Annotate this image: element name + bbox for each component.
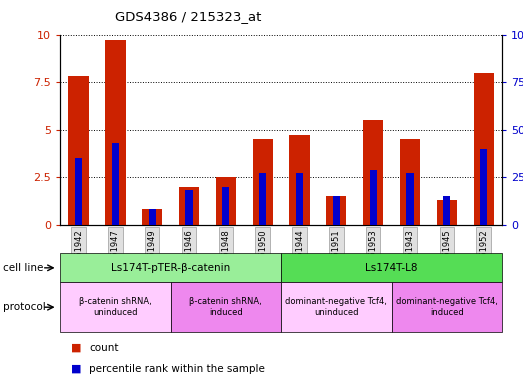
Text: β-catenin shRNA,
uninduced: β-catenin shRNA, uninduced: [79, 298, 152, 317]
Bar: [112, 143, 119, 225]
Bar: [142, 209, 162, 225]
Text: protocol: protocol: [3, 302, 46, 312]
Bar: [216, 177, 236, 225]
Bar: [105, 40, 126, 225]
Bar: [75, 158, 82, 225]
Text: ■: ■: [71, 343, 81, 353]
Bar: [406, 173, 414, 225]
Bar: [326, 196, 346, 225]
Bar: [149, 209, 156, 225]
Text: GDS4386 / 215323_at: GDS4386 / 215323_at: [115, 10, 262, 23]
Text: β-catenin shRNA,
induced: β-catenin shRNA, induced: [189, 298, 262, 317]
Text: Ls174T-pTER-β-catenin: Ls174T-pTER-β-catenin: [111, 263, 230, 273]
Bar: [370, 169, 377, 225]
Text: percentile rank within the sample: percentile rank within the sample: [89, 364, 265, 374]
Bar: [186, 190, 192, 225]
Bar: [333, 196, 340, 225]
Bar: [259, 173, 266, 225]
Text: count: count: [89, 343, 118, 353]
Text: cell line: cell line: [3, 263, 43, 273]
Bar: [400, 139, 420, 225]
Bar: [289, 135, 310, 225]
Bar: [480, 149, 487, 225]
Bar: [473, 73, 494, 225]
Bar: [69, 76, 89, 225]
Bar: [444, 196, 450, 225]
Bar: [179, 187, 199, 225]
Bar: [253, 139, 273, 225]
Text: dominant-negative Tcf4,
uninduced: dominant-negative Tcf4, uninduced: [286, 298, 388, 317]
Bar: [296, 173, 303, 225]
Bar: [363, 120, 383, 225]
Bar: [437, 200, 457, 225]
Text: Ls174T-L8: Ls174T-L8: [366, 263, 418, 273]
Bar: [222, 187, 230, 225]
Text: dominant-negative Tcf4,
induced: dominant-negative Tcf4, induced: [396, 298, 498, 317]
Text: ■: ■: [71, 364, 81, 374]
